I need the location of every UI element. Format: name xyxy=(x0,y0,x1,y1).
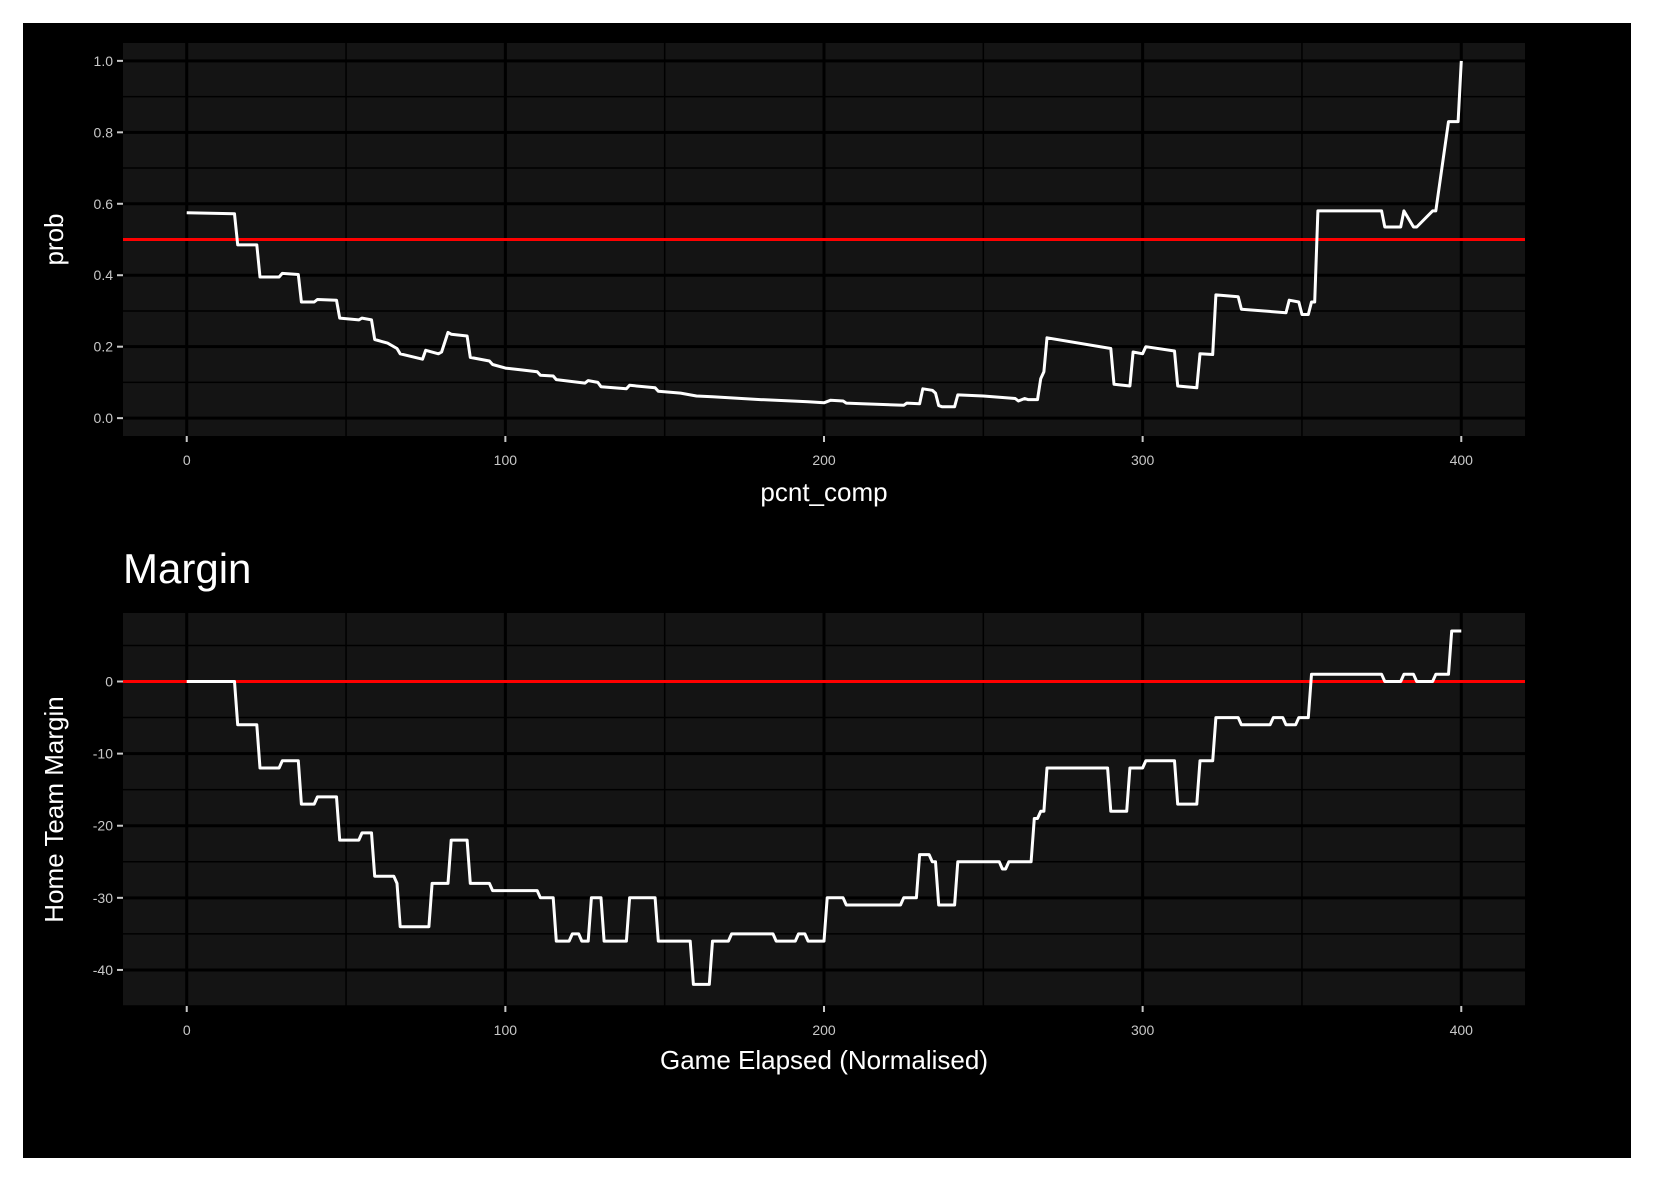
x-axis-title: pcnt_comp xyxy=(760,477,887,507)
series-line xyxy=(186,629,1462,986)
panel-title: Margin xyxy=(123,545,251,592)
y-tick-label: -40 xyxy=(93,962,113,978)
y-tick-label: 1.0 xyxy=(94,53,114,69)
y-tick-label: 0.4 xyxy=(94,267,114,283)
x-tick-label: 0 xyxy=(183,452,191,468)
figure: 0 100 200 300 400 0.0 0.2 0.4 0.6 0.8 1.0 pcnt_comp… xyxy=(23,23,1631,1158)
y-tick-label: 0.2 xyxy=(94,339,114,355)
y-tick-label: -20 xyxy=(93,818,113,834)
chart-panel-2: 0 100 200 300 400 -40 -30 -20 -10 0 Game Elapsed (… xyxy=(39,545,1525,1075)
y-tick-label: -10 xyxy=(93,746,113,762)
chart-panel-1: 0 100 200 300 400 0.0 0.2 0.4 0.6 0.8 1.0 pcnt_comp… xyxy=(39,43,1525,507)
y-tick-label: 0.0 xyxy=(94,410,114,426)
x-tick-label: 100 xyxy=(494,1022,518,1038)
chart-canvas: 0 100 200 300 400 0.0 0.2 0.4 0.6 0.8 1.0 pcnt_comp… xyxy=(39,43,1525,1075)
x-tick-label: 200 xyxy=(812,1022,836,1038)
y-tick-label: 0.8 xyxy=(94,124,114,140)
y-tick-label: 0 xyxy=(105,674,113,690)
series-line xyxy=(186,60,1463,409)
x-axis-title: Game Elapsed (Normalised) xyxy=(660,1045,988,1075)
x-tick-label: 300 xyxy=(1131,452,1155,468)
x-tick-label: 100 xyxy=(494,452,518,468)
y-axis-title: prob xyxy=(39,213,69,265)
x-tick-label: 400 xyxy=(1450,1022,1474,1038)
x-tick-label: 400 xyxy=(1450,452,1474,468)
x-tick-label: 0 xyxy=(183,1022,191,1038)
y-axis-title: Home Team Margin xyxy=(39,696,69,922)
x-tick-label: 300 xyxy=(1131,1022,1155,1038)
x-tick-label: 200 xyxy=(812,452,836,468)
y-tick-label: 0.6 xyxy=(94,196,114,212)
y-tick-label: -30 xyxy=(93,890,113,906)
